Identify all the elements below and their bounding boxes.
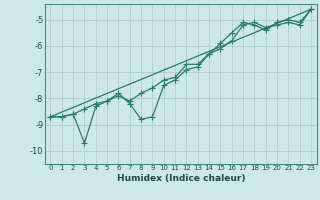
X-axis label: Humidex (Indice chaleur): Humidex (Indice chaleur)	[116, 174, 245, 183]
